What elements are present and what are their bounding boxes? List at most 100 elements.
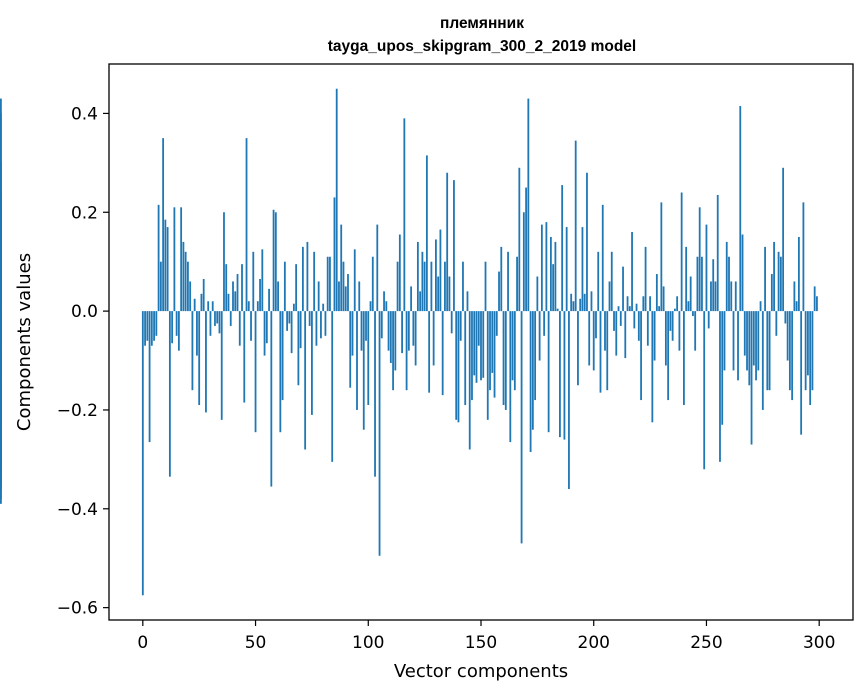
bar-269 [748, 311, 751, 386]
bar-126 [425, 155, 428, 312]
bar-131 [437, 276, 440, 312]
bar-121 [414, 311, 417, 366]
bar-248 [701, 256, 703, 312]
bar-137 [450, 311, 453, 334]
bar-5 [153, 311, 155, 341]
bar-163 [509, 311, 512, 443]
bar-61 [279, 311, 282, 433]
bar-166 [516, 256, 518, 312]
bar-183 [554, 241, 557, 312]
bar-212 [619, 311, 622, 326]
bar-27 [202, 278, 205, 312]
bar-0 [141, 311, 144, 596]
bar-2 [146, 311, 149, 341]
bar-82 [326, 256, 329, 312]
bar-228 [655, 274, 658, 312]
bar-161 [504, 311, 507, 410]
bar-160 [502, 311, 505, 406]
x-tick-label: 200 [578, 633, 610, 653]
bar-197 [586, 172, 588, 312]
bar-76 [313, 251, 316, 312]
x-tick-label: 250 [690, 633, 722, 653]
bar-117 [405, 311, 408, 391]
bar-32 [214, 311, 216, 326]
bar-262 [732, 311, 735, 371]
bar-200 [592, 311, 595, 371]
bar-229 [658, 306, 661, 312]
bar-231 [662, 286, 665, 312]
bar-36 [223, 212, 225, 312]
bar-205 [604, 311, 606, 351]
bar-182 [552, 264, 555, 312]
bar-68 [295, 264, 298, 312]
bar-91 [347, 274, 349, 312]
bar-169 [522, 212, 525, 312]
bar-256 [719, 311, 721, 462]
y-axis-label: Components values [14, 253, 35, 431]
bar-237 [676, 296, 679, 312]
bar-241 [685, 246, 688, 312]
bar-73 [306, 241, 309, 312]
bar-141 [459, 311, 462, 341]
bar-158 [498, 271, 500, 312]
bar-266 [741, 234, 744, 312]
bar-296 [809, 311, 812, 406]
bar-233 [667, 311, 670, 401]
bar-188 [565, 227, 568, 312]
bar-127 [428, 311, 431, 393]
bar-295 [807, 311, 809, 376]
bar-undefined [0, 311, 2, 349]
bar-288 [791, 311, 794, 401]
bar-246 [696, 256, 699, 312]
bar-221 [640, 311, 642, 401]
bar-83 [329, 256, 331, 312]
bar-222 [642, 296, 645, 312]
x-axis-ticks: 0 50 100 150 200 250 300 [137, 620, 835, 653]
bar-176 [538, 311, 541, 361]
bar-178 [543, 311, 546, 336]
bar-66 [290, 311, 293, 354]
bars-group [0, 88, 818, 596]
bar-85 [333, 197, 336, 312]
bar-37 [225, 264, 228, 312]
bar-29 [207, 301, 210, 312]
bar-268 [746, 311, 748, 371]
bar-284 [782, 167, 785, 312]
bar-236 [673, 308, 676, 312]
x-tick-label: 300 [803, 633, 835, 653]
bar-167 [518, 167, 521, 312]
bar-181 [549, 236, 552, 312]
bar-230 [660, 202, 663, 312]
chart-subtitle: tayga_upos_skipgram_300_2_2019 model [328, 38, 636, 55]
bar-144 [466, 291, 469, 312]
bar-225 [649, 296, 651, 312]
bar-38 [227, 293, 230, 312]
bar-264 [737, 311, 739, 381]
bar-84 [331, 311, 334, 462]
bar-undefined [0, 113, 2, 312]
bar-145 [468, 311, 471, 450]
bar-20 [187, 261, 189, 312]
bar-180 [547, 311, 550, 433]
bar-278 [768, 311, 771, 391]
bar-13 [171, 311, 174, 344]
bar-94 [353, 249, 356, 312]
bar-174 [534, 311, 537, 401]
y-tick-label: 0.4 [71, 104, 98, 124]
bar-60 [277, 281, 279, 312]
bar-93 [351, 311, 354, 356]
bar-133 [441, 311, 444, 396]
bar-258 [723, 311, 726, 371]
bar-74 [308, 311, 311, 326]
bar-213 [622, 266, 624, 312]
bar-293 [802, 202, 805, 312]
bar-254 [714, 281, 717, 312]
bar-162 [507, 251, 509, 312]
bar-78 [317, 281, 320, 312]
x-tick-label: 0 [137, 633, 148, 653]
bar-234 [669, 311, 672, 331]
bar-48 [250, 311, 252, 341]
bar-40 [232, 281, 234, 312]
bar-297 [811, 311, 814, 391]
